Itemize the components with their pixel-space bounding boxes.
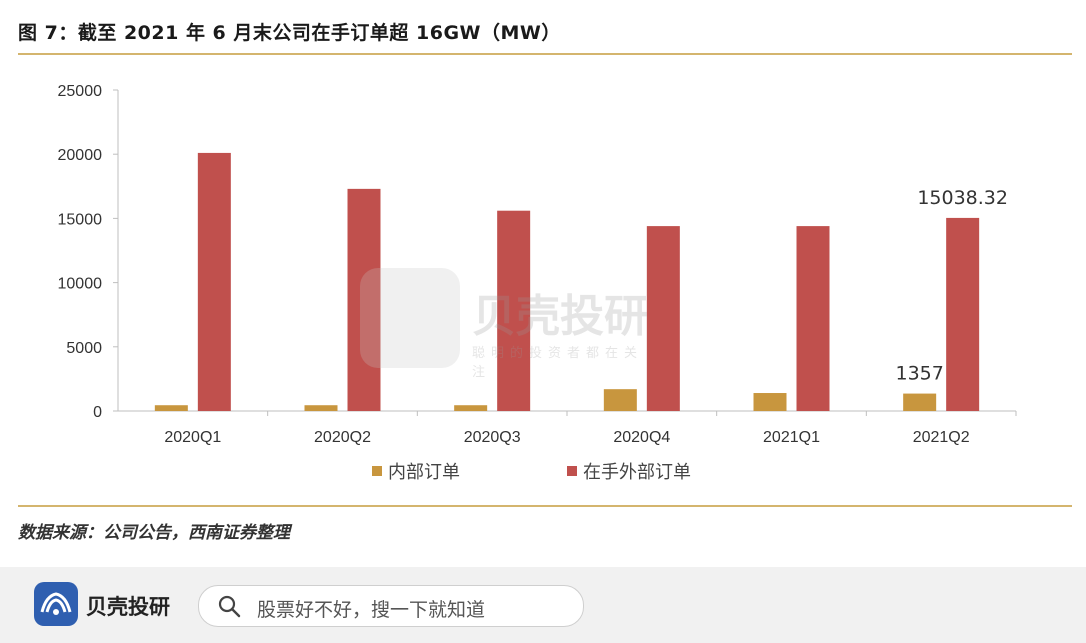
y-tick-label: 20000 xyxy=(58,147,103,164)
source-rule xyxy=(18,505,1072,507)
source-note: 数据来源：公司公告，西南证券整理 xyxy=(18,523,290,543)
bar-internal-2020Q2 xyxy=(304,405,338,411)
bar-external-2020Q2 xyxy=(347,188,381,411)
x-tick-label: 2020Q4 xyxy=(613,429,670,446)
legend-swatch xyxy=(372,466,382,476)
legend-swatch xyxy=(567,466,577,476)
title-rule xyxy=(18,53,1072,55)
bar-external-2021Q1 xyxy=(796,226,830,411)
bar-external-2020Q3 xyxy=(497,210,531,411)
bar-external-2021Q2 xyxy=(946,217,980,411)
footer-bar: 贝壳投研 股票好不好，搜一下就知道 xyxy=(0,567,1086,643)
bar-internal-2021Q2 xyxy=(903,393,937,411)
data-label: 15038.32 xyxy=(917,187,1008,209)
x-tick-label: 2021Q1 xyxy=(763,429,820,446)
x-tick-label: 2021Q2 xyxy=(913,429,970,446)
y-tick-label: 5000 xyxy=(66,340,102,357)
bar-external-2020Q1 xyxy=(197,152,231,411)
x-tick-label: 2020Q1 xyxy=(164,429,221,446)
search-icon[interactable] xyxy=(217,594,241,618)
y-tick-label: 15000 xyxy=(58,211,103,228)
bar-internal-2020Q4 xyxy=(603,389,637,411)
legend-label: 在手外部订单 xyxy=(583,462,691,483)
bar-chart: 0 5000 10000 15000 20000 25000 2020Q1 2020Q2 202… xyxy=(58,83,1017,483)
shell-logo-icon[interactable] xyxy=(34,582,78,626)
x-tick-label: 2020Q3 xyxy=(464,429,521,446)
bar-external-2020Q4 xyxy=(646,226,680,411)
legend-label: 内部订单 xyxy=(388,462,460,483)
y-tick-label: 0 xyxy=(93,404,102,421)
x-tick-label: 2020Q2 xyxy=(314,429,371,446)
y-tick-label: 10000 xyxy=(58,276,103,293)
bar-internal-2021Q1 xyxy=(753,393,787,411)
data-label: 1357 xyxy=(895,363,943,385)
bar-internal-2020Q3 xyxy=(454,405,488,411)
bar-internal-2020Q1 xyxy=(154,405,188,411)
figure-title: 图 7：截至 2021 年 6 月末公司在手订单超 16GW（MW） xyxy=(18,22,561,44)
search-placeholder: 股票好不好，搜一下就知道 xyxy=(257,599,486,621)
y-tick-label: 25000 xyxy=(58,83,103,100)
search-input[interactable]: 股票好不好，搜一下就知道 xyxy=(198,585,584,627)
footer-brand[interactable]: 贝壳投研 xyxy=(86,595,170,619)
